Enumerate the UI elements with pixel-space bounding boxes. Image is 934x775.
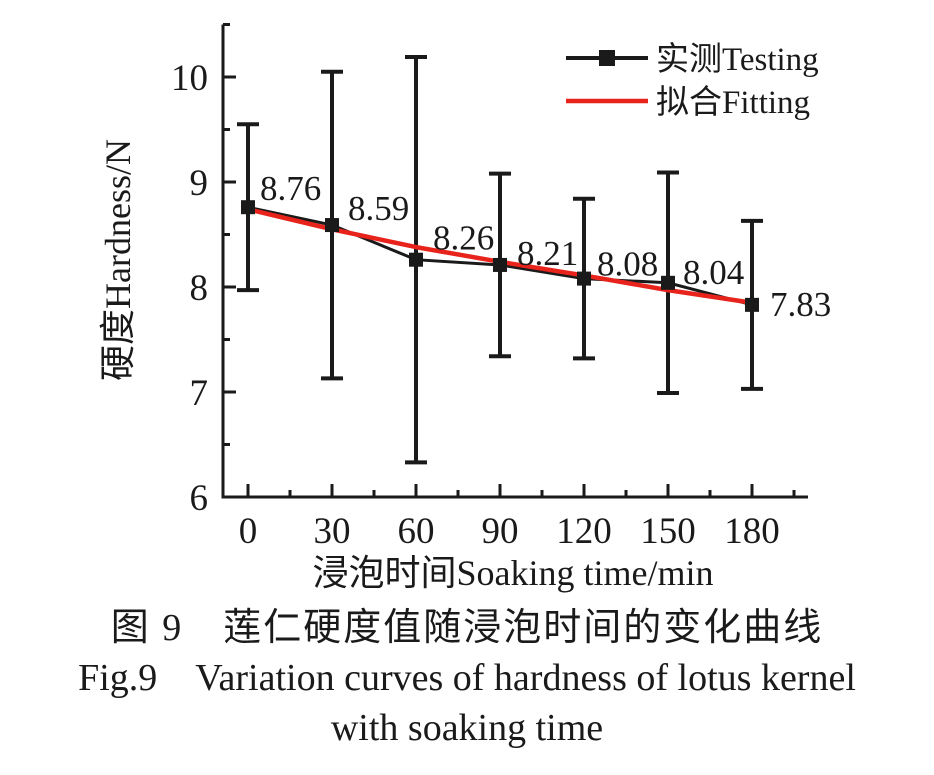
y-tick-label: 6 bbox=[190, 478, 209, 519]
x-tick-label: 150 bbox=[640, 511, 696, 552]
data-label: 8.21 bbox=[517, 234, 578, 273]
x-tick-label: 60 bbox=[398, 511, 435, 552]
y-tick-label: 9 bbox=[190, 163, 209, 204]
y-tick-label: 8 bbox=[190, 268, 209, 309]
data-label: 8.76 bbox=[260, 169, 321, 208]
data-marker bbox=[493, 257, 507, 272]
legend-fitting-label: 拟合Fitting bbox=[656, 84, 810, 121]
x-axis-title: 浸泡时间Soaking time/min bbox=[313, 553, 714, 593]
caption-english-line1: Fig.9 Variation curves of hardness of lo… bbox=[78, 657, 856, 699]
data-marker bbox=[661, 275, 675, 290]
caption-english-line2: with soaking time bbox=[330, 707, 604, 749]
x-tick-label: 0 bbox=[239, 511, 258, 552]
data-marker bbox=[577, 271, 591, 286]
x-tick-label: 120 bbox=[556, 511, 612, 552]
x-tick-label: 90 bbox=[482, 511, 519, 552]
x-tick-label: 180 bbox=[724, 511, 780, 552]
x-tick-label: 30 bbox=[314, 511, 351, 552]
data-label: 7.83 bbox=[770, 285, 831, 324]
data-marker bbox=[409, 252, 423, 267]
data-label: 8.04 bbox=[683, 253, 744, 292]
data-label: 8.59 bbox=[348, 189, 409, 228]
data-marker bbox=[241, 200, 255, 215]
data-marker bbox=[745, 297, 759, 312]
legend-testing-marker bbox=[599, 50, 615, 66]
y-tick-label: 10 bbox=[171, 58, 208, 99]
data-label: 8.08 bbox=[597, 245, 658, 284]
figure-caption: 图 9 莲仁硬度值随浸泡时间的变化曲线 Fig.9 Variation curv… bbox=[0, 603, 934, 753]
data-marker bbox=[325, 218, 339, 233]
y-tick-label: 7 bbox=[190, 373, 209, 414]
legend-testing-label: 实测Testing bbox=[656, 41, 819, 78]
data-label: 8.26 bbox=[433, 219, 494, 258]
caption-chinese: 图 9 莲仁硬度值随浸泡时间的变化曲线 bbox=[110, 607, 824, 649]
y-axis-title: 硬度Hardness/N bbox=[98, 139, 138, 381]
